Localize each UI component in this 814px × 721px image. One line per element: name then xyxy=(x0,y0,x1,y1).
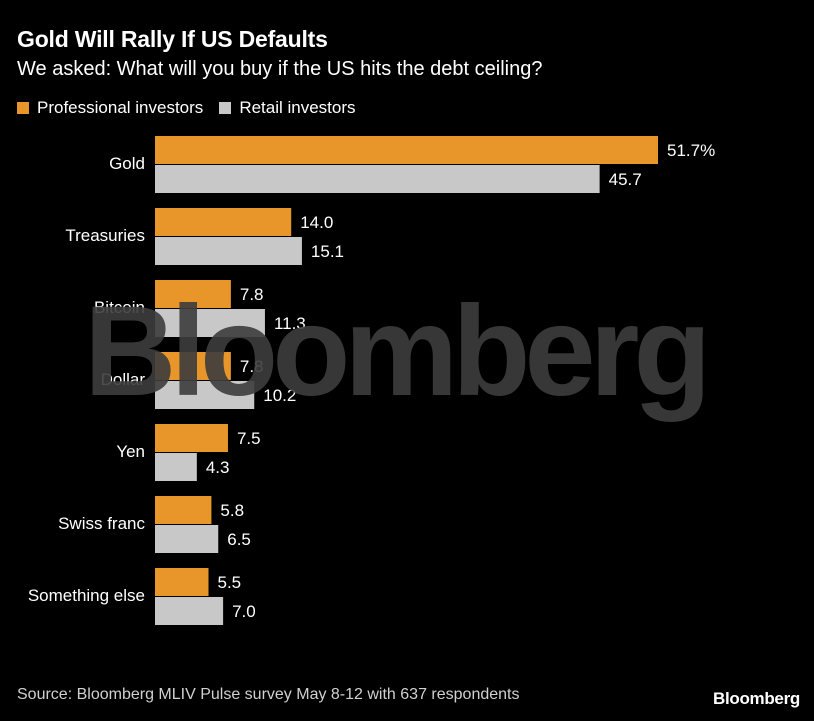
category-label-yen: Yen xyxy=(116,442,145,461)
category-label-dollar: Dollar xyxy=(101,370,146,389)
bar-chart: Gold 51.7% 45.7 Treasuries 14.0 15.1 Bitcoin 7.… xyxy=(28,136,715,625)
data-label-professional-treasuries: 14.0 xyxy=(300,213,333,232)
bar-professional-bitcoin xyxy=(155,280,231,308)
bar-retail-bitcoin xyxy=(155,309,265,337)
bar-professional-something-else xyxy=(155,568,209,596)
data-label-retail-something-else: 7.0 xyxy=(232,602,256,621)
bar-professional-yen xyxy=(155,424,228,452)
data-label-retail-dollar: 10.2 xyxy=(263,386,296,405)
data-label-retail-yen: 4.3 xyxy=(206,458,230,477)
chart-subtitle: We asked: What will you buy if the US hi… xyxy=(17,58,543,80)
source-note: Source: Bloomberg MLIV Pulse survey May … xyxy=(17,686,520,703)
bar-retail-gold xyxy=(155,165,600,193)
legend-label-professional: Professional investors xyxy=(37,98,204,117)
bar-professional-swiss-franc xyxy=(155,496,212,524)
legend-swatch-professional xyxy=(17,102,29,114)
bar-professional-dollar xyxy=(155,352,231,380)
legend-swatch-retail xyxy=(219,102,232,114)
legend: Professional investors Retail investors xyxy=(17,98,372,118)
bar-retail-treasuries xyxy=(155,237,302,265)
data-label-retail-gold: 45.7 xyxy=(609,170,642,189)
watermark: Bloomberg xyxy=(84,280,712,423)
data-label-retail-swiss-franc: 6.5 xyxy=(227,530,251,549)
legend-label-retail: Retail investors xyxy=(239,98,356,117)
category-label-something-else: Something else xyxy=(28,586,145,605)
data-label-retail-bitcoin: 11.3 xyxy=(274,314,306,333)
category-label-treasuries: Treasuries xyxy=(65,226,145,245)
legend-item-professional: Professional investors xyxy=(17,98,203,118)
data-label-professional-dollar: 7.8 xyxy=(240,357,264,376)
brand-logo: Bloomberg xyxy=(712,689,800,708)
category-label-bitcoin: Bitcoin xyxy=(94,298,145,317)
data-label-professional-yen: 7.5 xyxy=(237,429,261,448)
bar-professional-gold xyxy=(155,136,658,164)
legend-item-retail: Retail investors xyxy=(219,98,356,118)
chart-title: Gold Will Rally If US Defaults xyxy=(17,26,328,52)
bar-retail-something-else xyxy=(155,597,224,625)
data-label-professional-swiss-franc: 5.8 xyxy=(220,501,244,520)
data-label-retail-treasuries: 15.1 xyxy=(311,242,344,261)
category-label-swiss-franc: Swiss franc xyxy=(58,514,145,533)
bar-professional-treasuries xyxy=(155,208,292,236)
data-label-professional-bitcoin: 7.8 xyxy=(240,285,264,304)
bar-retail-dollar xyxy=(155,381,255,409)
data-label-professional-gold: 51.7% xyxy=(667,141,715,160)
category-label-gold: Gold xyxy=(109,154,145,173)
data-label-professional-something-else: 5.5 xyxy=(218,573,242,592)
bar-retail-swiss-franc xyxy=(155,525,219,553)
bar-retail-yen xyxy=(155,453,197,481)
